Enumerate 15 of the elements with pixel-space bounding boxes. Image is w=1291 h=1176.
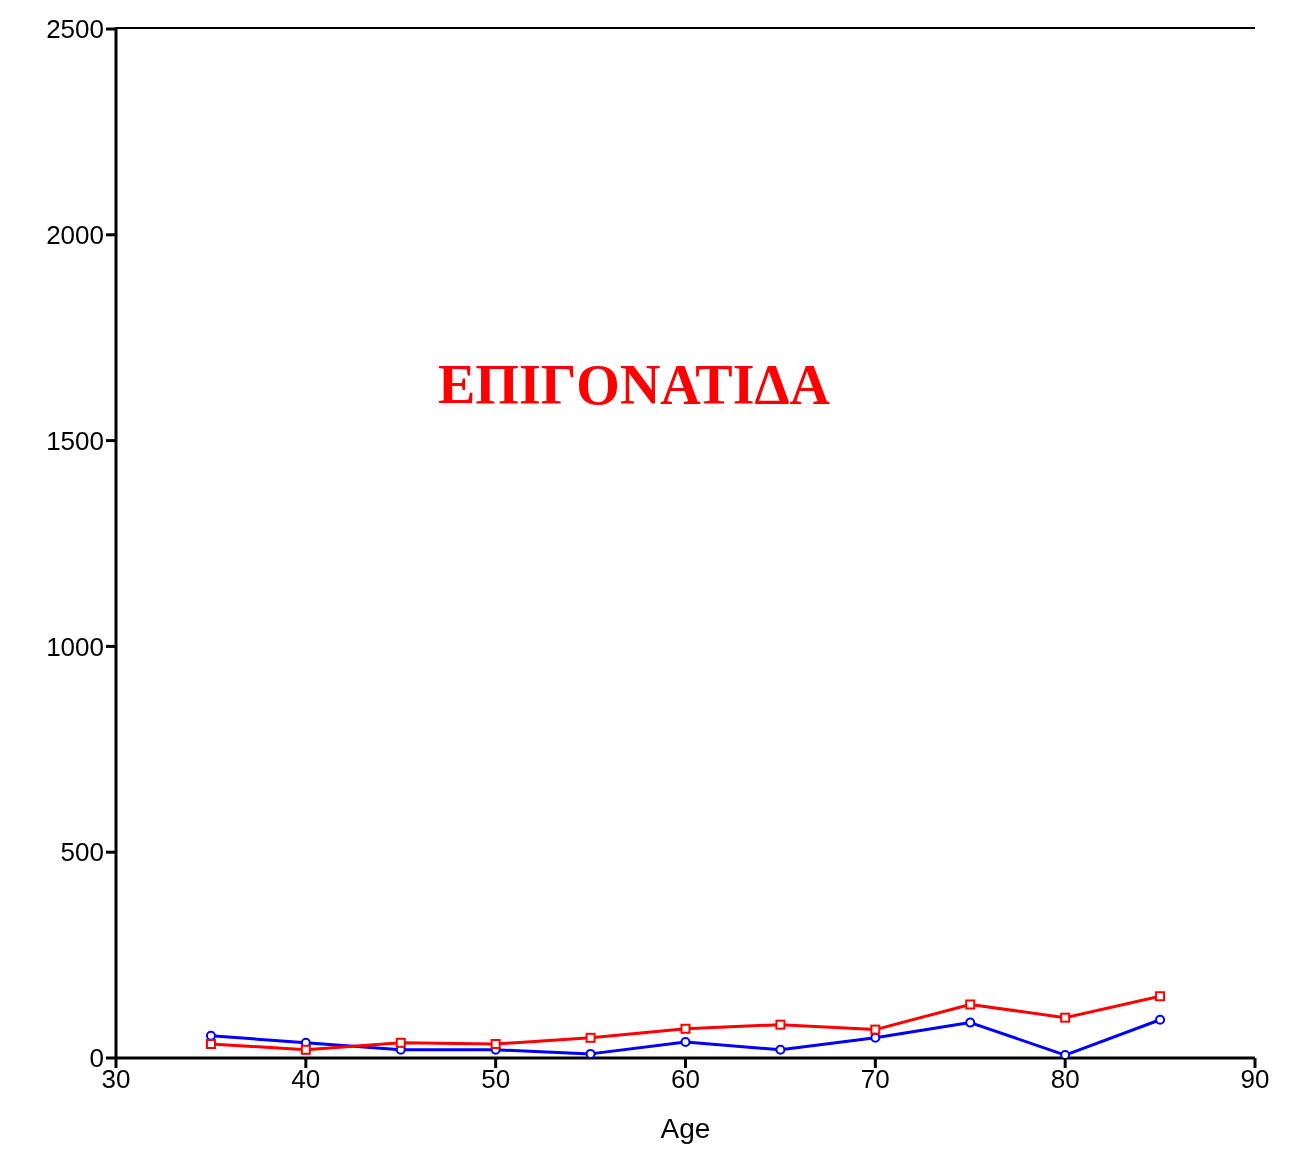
annotation: ΕΠΙΓΟΝΑΤΙΔΑ (438, 353, 831, 417)
y-tick-label: 2500 (46, 14, 104, 45)
x-tick-label: 90 (1240, 1064, 1270, 1095)
x-tick-label: 60 (671, 1064, 700, 1095)
x-tick-label: 70 (860, 1064, 890, 1095)
x-tick-label: 80 (1050, 1064, 1080, 1095)
x-tick-label: 40 (291, 1064, 321, 1095)
x-tick-label: 30 (101, 1064, 131, 1095)
x-tick-label: 50 (481, 1064, 511, 1095)
y-tick-label: 1000 (46, 631, 104, 662)
y-tick-label: 2000 (46, 220, 104, 251)
y-tick-label: 1500 (46, 425, 104, 456)
x-axis-title: Age (660, 1113, 711, 1144)
y-tick-label: 0 (89, 1043, 104, 1074)
y-tick-label: 500 (60, 837, 104, 868)
